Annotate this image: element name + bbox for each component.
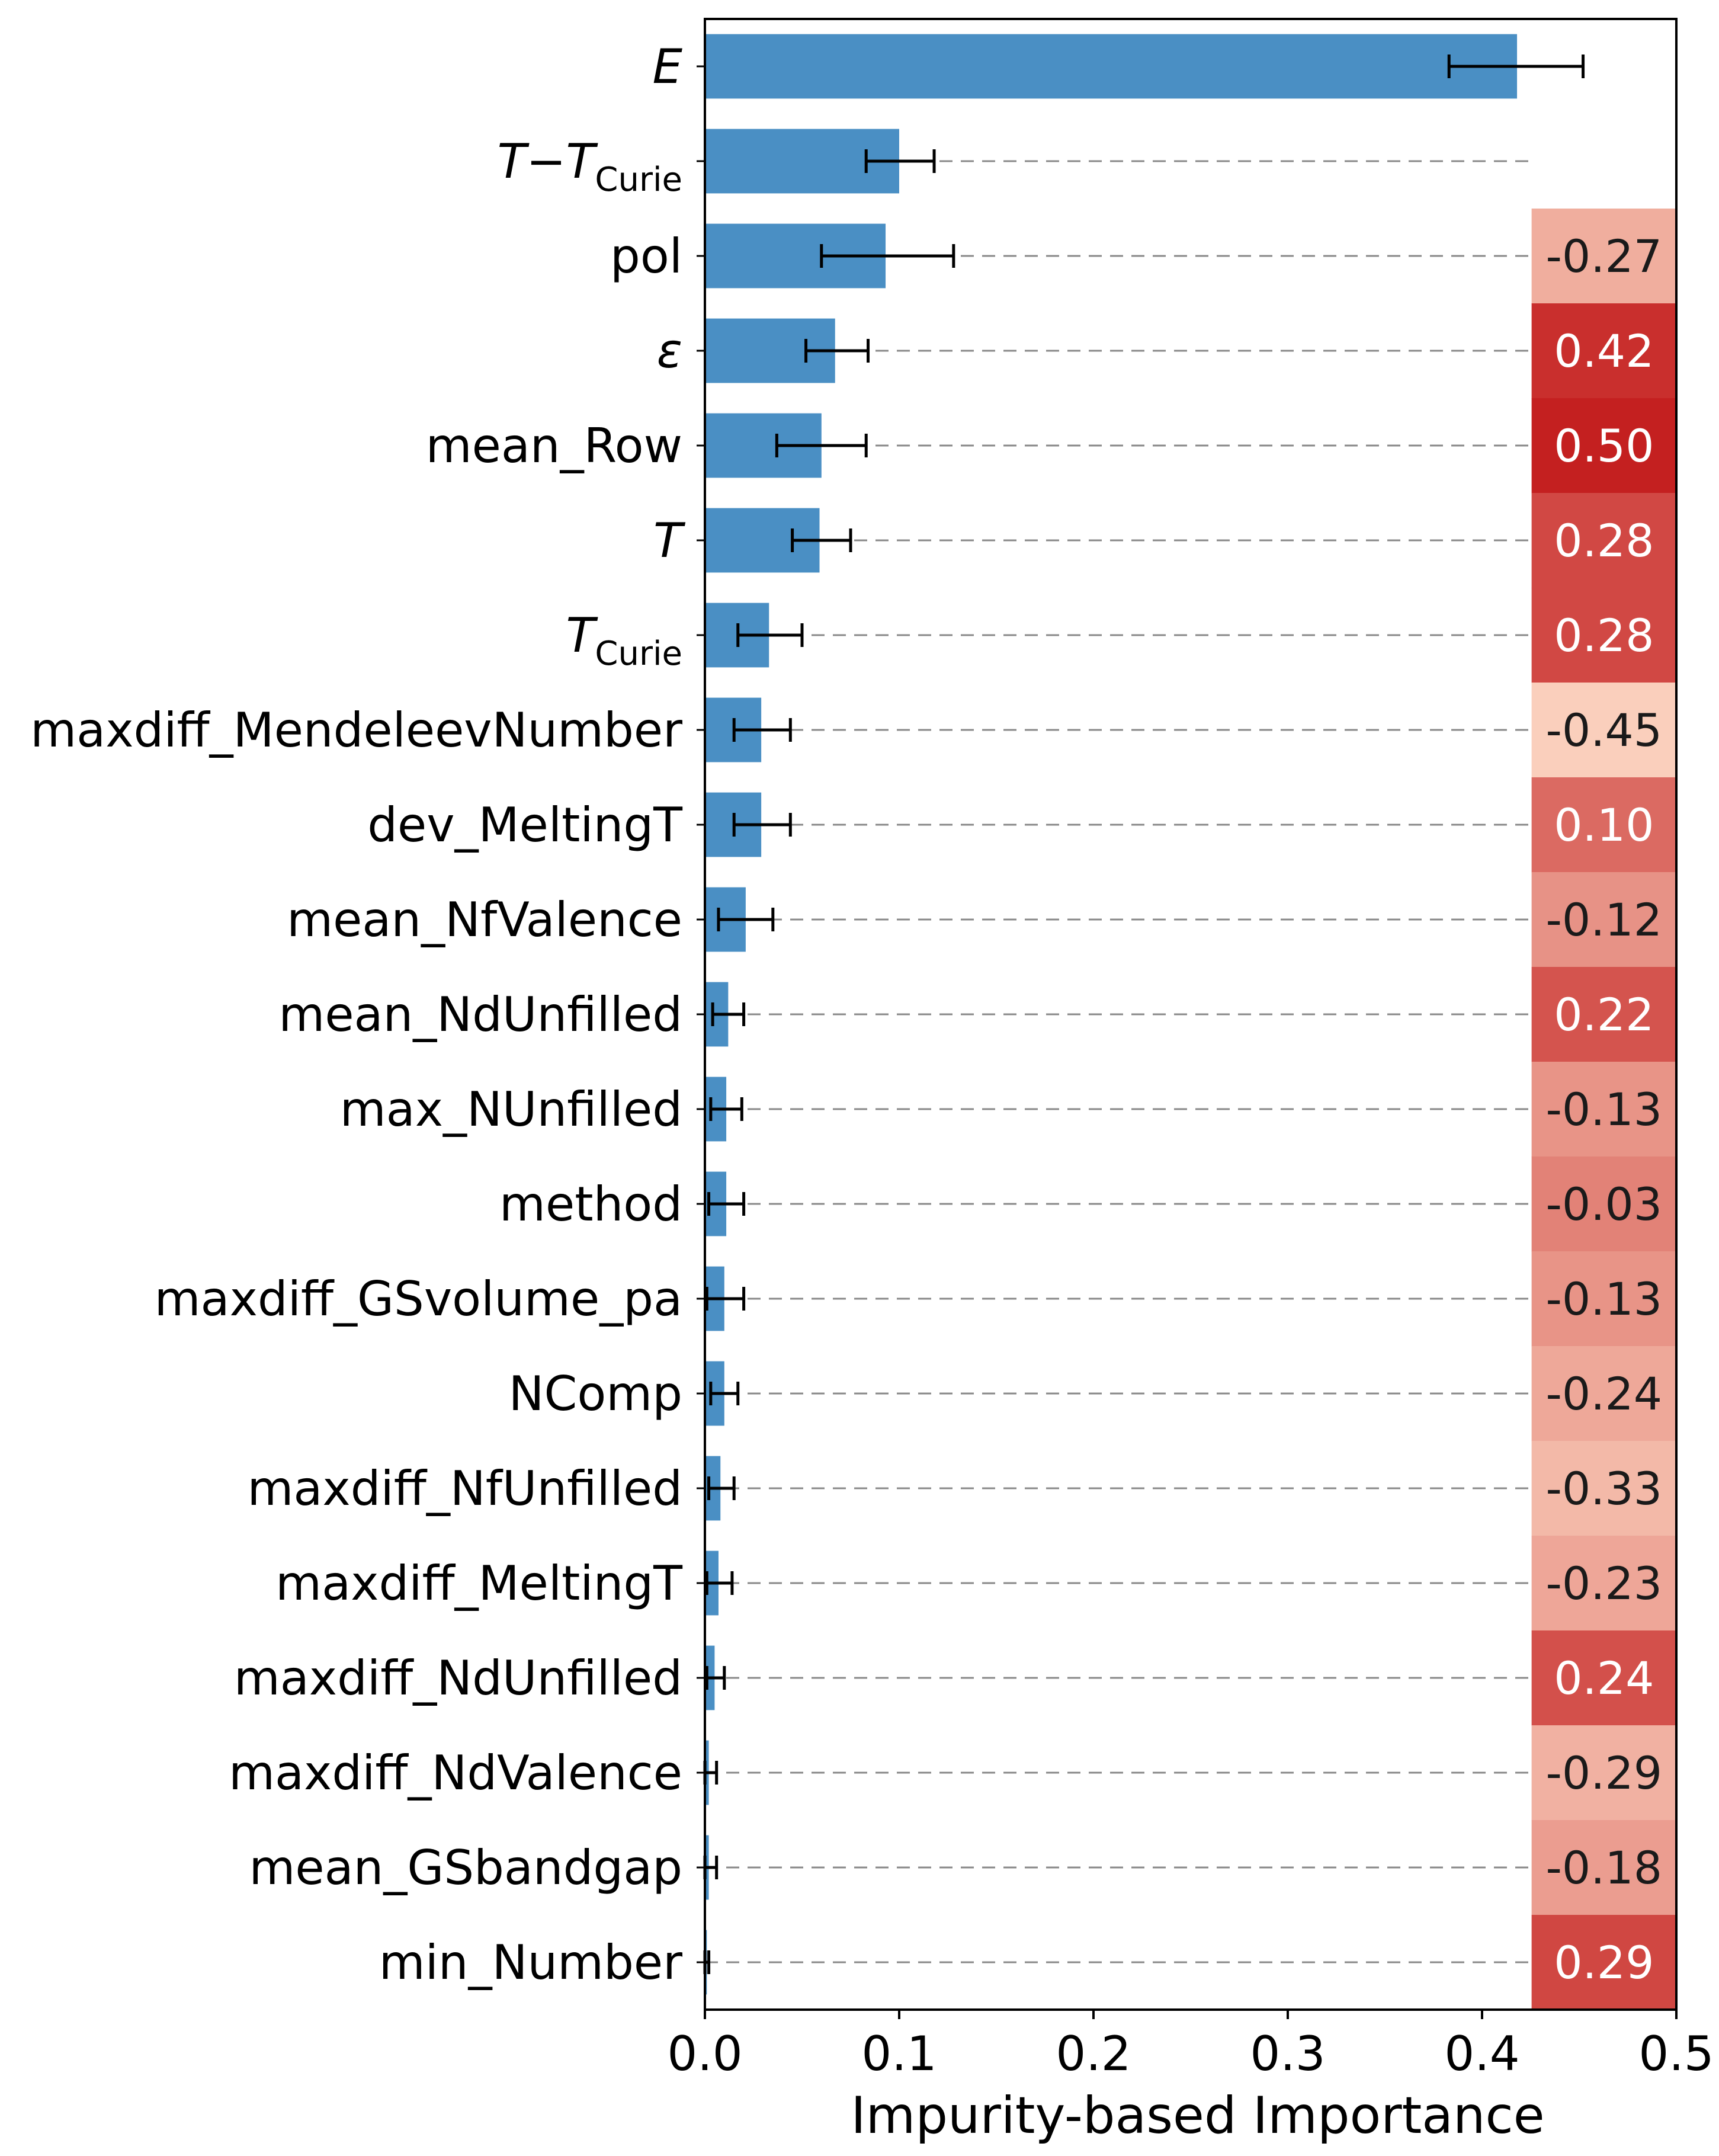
x-tick-label: 0.5 (1638, 2026, 1714, 2081)
y-tick-label: dev_MeltingT (367, 797, 683, 853)
y-tick-label: pol (610, 229, 682, 284)
y-tick-label: max_NUnfilled (340, 1082, 682, 1137)
correlation-cell (1531, 303, 1676, 399)
y-tick-labels: E T−TCurie pol ε mean_Row T TCurie maxdiff_Mend… (30, 39, 705, 1990)
correlation-cell (1531, 1346, 1676, 1441)
y-tick-label: ε (657, 323, 682, 379)
error-bars (703, 55, 1585, 1974)
plot-frame (704, 18, 1678, 2011)
correlation-value: 0.22 (1554, 988, 1654, 1041)
correlation-cell (1531, 1820, 1676, 1915)
x-axis-title: Impurity-based Importance (851, 2086, 1544, 2145)
correlation-heatmap-column: -0.27 0.42 0.50 0.28 0.28 -0.45 0.10 -0.12 0.22 -… (1531, 209, 1676, 2010)
y-tick-label: TCurie (566, 608, 682, 673)
y-tick-label: maxdiff_MeltingT (275, 1556, 683, 1611)
y-tick-label: mean_Row (426, 418, 682, 473)
correlation-cell (1531, 1062, 1676, 1157)
y-tick-label: maxdiff_NdUnfilled (234, 1651, 682, 1706)
correlation-value: 0.42 (1554, 325, 1654, 377)
y-tick-label: E (652, 39, 682, 94)
correlation-value: -0.45 (1545, 704, 1662, 757)
correlation-value: 0.24 (1554, 1652, 1654, 1705)
correlation-value: 0.28 (1554, 609, 1654, 662)
x-tick-label: 0.3 (1250, 2026, 1325, 2081)
correlation-value: -0.12 (1545, 893, 1662, 946)
correlation-value: -0.24 (1545, 1367, 1662, 1420)
correlation-value: -0.33 (1545, 1462, 1662, 1515)
y-tick-label: NComp (509, 1366, 682, 1421)
correlation-cell (1531, 967, 1676, 1062)
correlation-value: 0.50 (1554, 419, 1654, 472)
x-axis: 0.0 0.1 0.2 0.3 0.4 0.5 (667, 2010, 1714, 2081)
correlation-value: -0.18 (1545, 1841, 1662, 1894)
correlation-value: 0.10 (1554, 799, 1654, 851)
x-tick-label: 0.2 (1056, 2026, 1131, 2081)
correlation-value: -0.13 (1545, 1083, 1662, 1136)
correlation-cell (1531, 1157, 1676, 1252)
x-tick-label: 0.0 (667, 2026, 742, 2081)
y-tick-label: T (653, 513, 686, 568)
correlation-cell (1531, 398, 1676, 494)
correlation-cell (1531, 1536, 1676, 1631)
correlation-cell (1531, 1441, 1676, 1536)
correlation-cell (1531, 1725, 1676, 1821)
correlation-cell (1531, 683, 1676, 778)
correlation-cell (1531, 209, 1676, 304)
correlation-value: -0.03 (1545, 1178, 1662, 1231)
y-tick-label: maxdiff_NdValence (229, 1745, 682, 1801)
correlation-cell (1531, 872, 1676, 968)
correlation-value: 0.29 (1554, 1936, 1654, 1989)
correlation-value: 0.28 (1554, 514, 1654, 567)
correlation-cell (1531, 1630, 1676, 1726)
y-tick-label: min_Number (379, 1935, 682, 1990)
correlation-cell (1531, 1251, 1676, 1347)
correlation-cell (1531, 588, 1676, 683)
y-tick-label: mean_NfValence (287, 892, 682, 947)
y-tick-label: maxdiff_NfUnfilled (247, 1461, 682, 1516)
y-tick-label: mean_GSbandgap (249, 1840, 682, 1895)
x-tick-label: 0.1 (861, 2026, 937, 2081)
y-tick-label: mean_NdUnfilled (278, 987, 682, 1042)
correlation-cell (1531, 493, 1676, 588)
correlation-value: -0.23 (1545, 1557, 1662, 1610)
importance-bar (705, 34, 1518, 99)
correlation-cell (1531, 1915, 1676, 2010)
y-tick-label: T−TCurie (498, 134, 682, 199)
correlation-value: -0.29 (1545, 1747, 1662, 1799)
x-tick-label: 0.4 (1444, 2026, 1519, 2081)
correlation-cell (1531, 777, 1676, 873)
correlation-value: -0.27 (1545, 230, 1662, 283)
correlation-value: -0.13 (1545, 1273, 1662, 1325)
y-tick-label: maxdiff_MendeleevNumber (30, 703, 682, 758)
y-tick-label: method (499, 1177, 682, 1232)
y-tick-label: maxdiff_GSvolume_pa (155, 1271, 682, 1327)
